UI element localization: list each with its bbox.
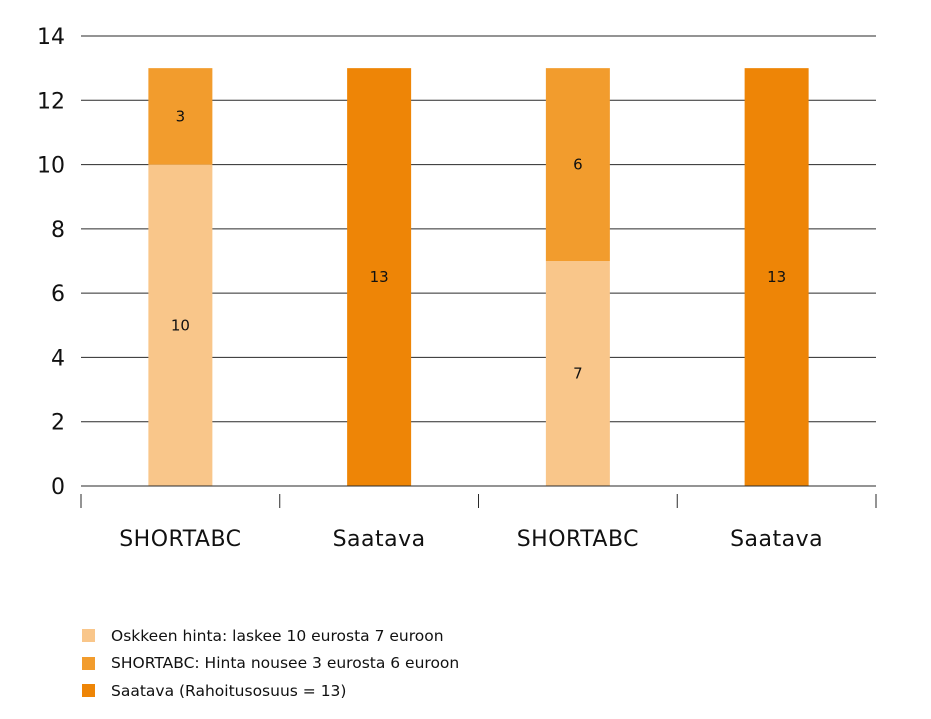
y-tick-label: 2 [51,411,65,436]
legend-label: Oskkeen hinta: laskee 10 eurosta 7 euroo… [111,626,444,645]
legend-swatch [82,656,95,670]
bar-data-label: 7 [573,365,583,383]
y-tick-label: 0 [51,475,65,500]
legend-swatch [82,629,95,643]
bars: 10 3 13 7 6 13 [148,68,809,487]
bar-data-label: 13 [767,268,786,286]
bar-segment [347,68,412,487]
legend-item-saatava: Saatava (Rahoitusosuus = 13) [82,677,459,705]
bar-data-label: 6 [573,156,583,174]
y-tick-label: 14 [37,25,65,50]
y-tick-label: 4 [51,346,65,371]
bar-segment [545,68,610,262]
bar-segment [744,68,809,487]
legend: Oskkeen hinta: laskee 10 eurosta 7 euroo… [82,622,459,705]
legend-label: SHORTABC: Hinta nousee 3 eurosta 6 euroo… [111,654,460,673]
bar-segment [148,68,213,165]
x-category-label: Saatava [730,527,823,552]
legend-swatch [82,684,95,698]
bar-segment [545,261,610,486]
y-axis-tick-labels: 0 2 4 6 8 10 12 14 [37,25,65,500]
legend-item-oskkeen-hinta: Oskkeen hinta: laskee 10 eurosta 7 euroo… [82,622,459,650]
x-category-label: SHORTABC [119,527,241,552]
bar-data-label: 10 [171,316,190,334]
x-axis-category-labels: SHORTABC Saatava SHORTABC Saatava [119,527,823,552]
y-tick-label: 6 [51,282,65,307]
bar-data-label: 3 [176,107,186,125]
legend-label: Saatava (Rahoitusosuus = 13) [111,681,347,700]
y-tick-label: 8 [51,218,65,243]
bar-data-label: 13 [370,268,389,286]
legend-item-shortabc: SHORTABC: Hinta nousee 3 eurosta 6 euroo… [82,650,459,678]
y-tick-label: 12 [37,89,65,114]
gridlines [81,35,876,487]
x-axis [80,485,877,508]
y-tick-label: 10 [37,154,65,179]
x-category-label: SHORTABC [517,527,639,552]
bar-segment [148,164,213,487]
x-category-label: Saatava [333,527,426,552]
